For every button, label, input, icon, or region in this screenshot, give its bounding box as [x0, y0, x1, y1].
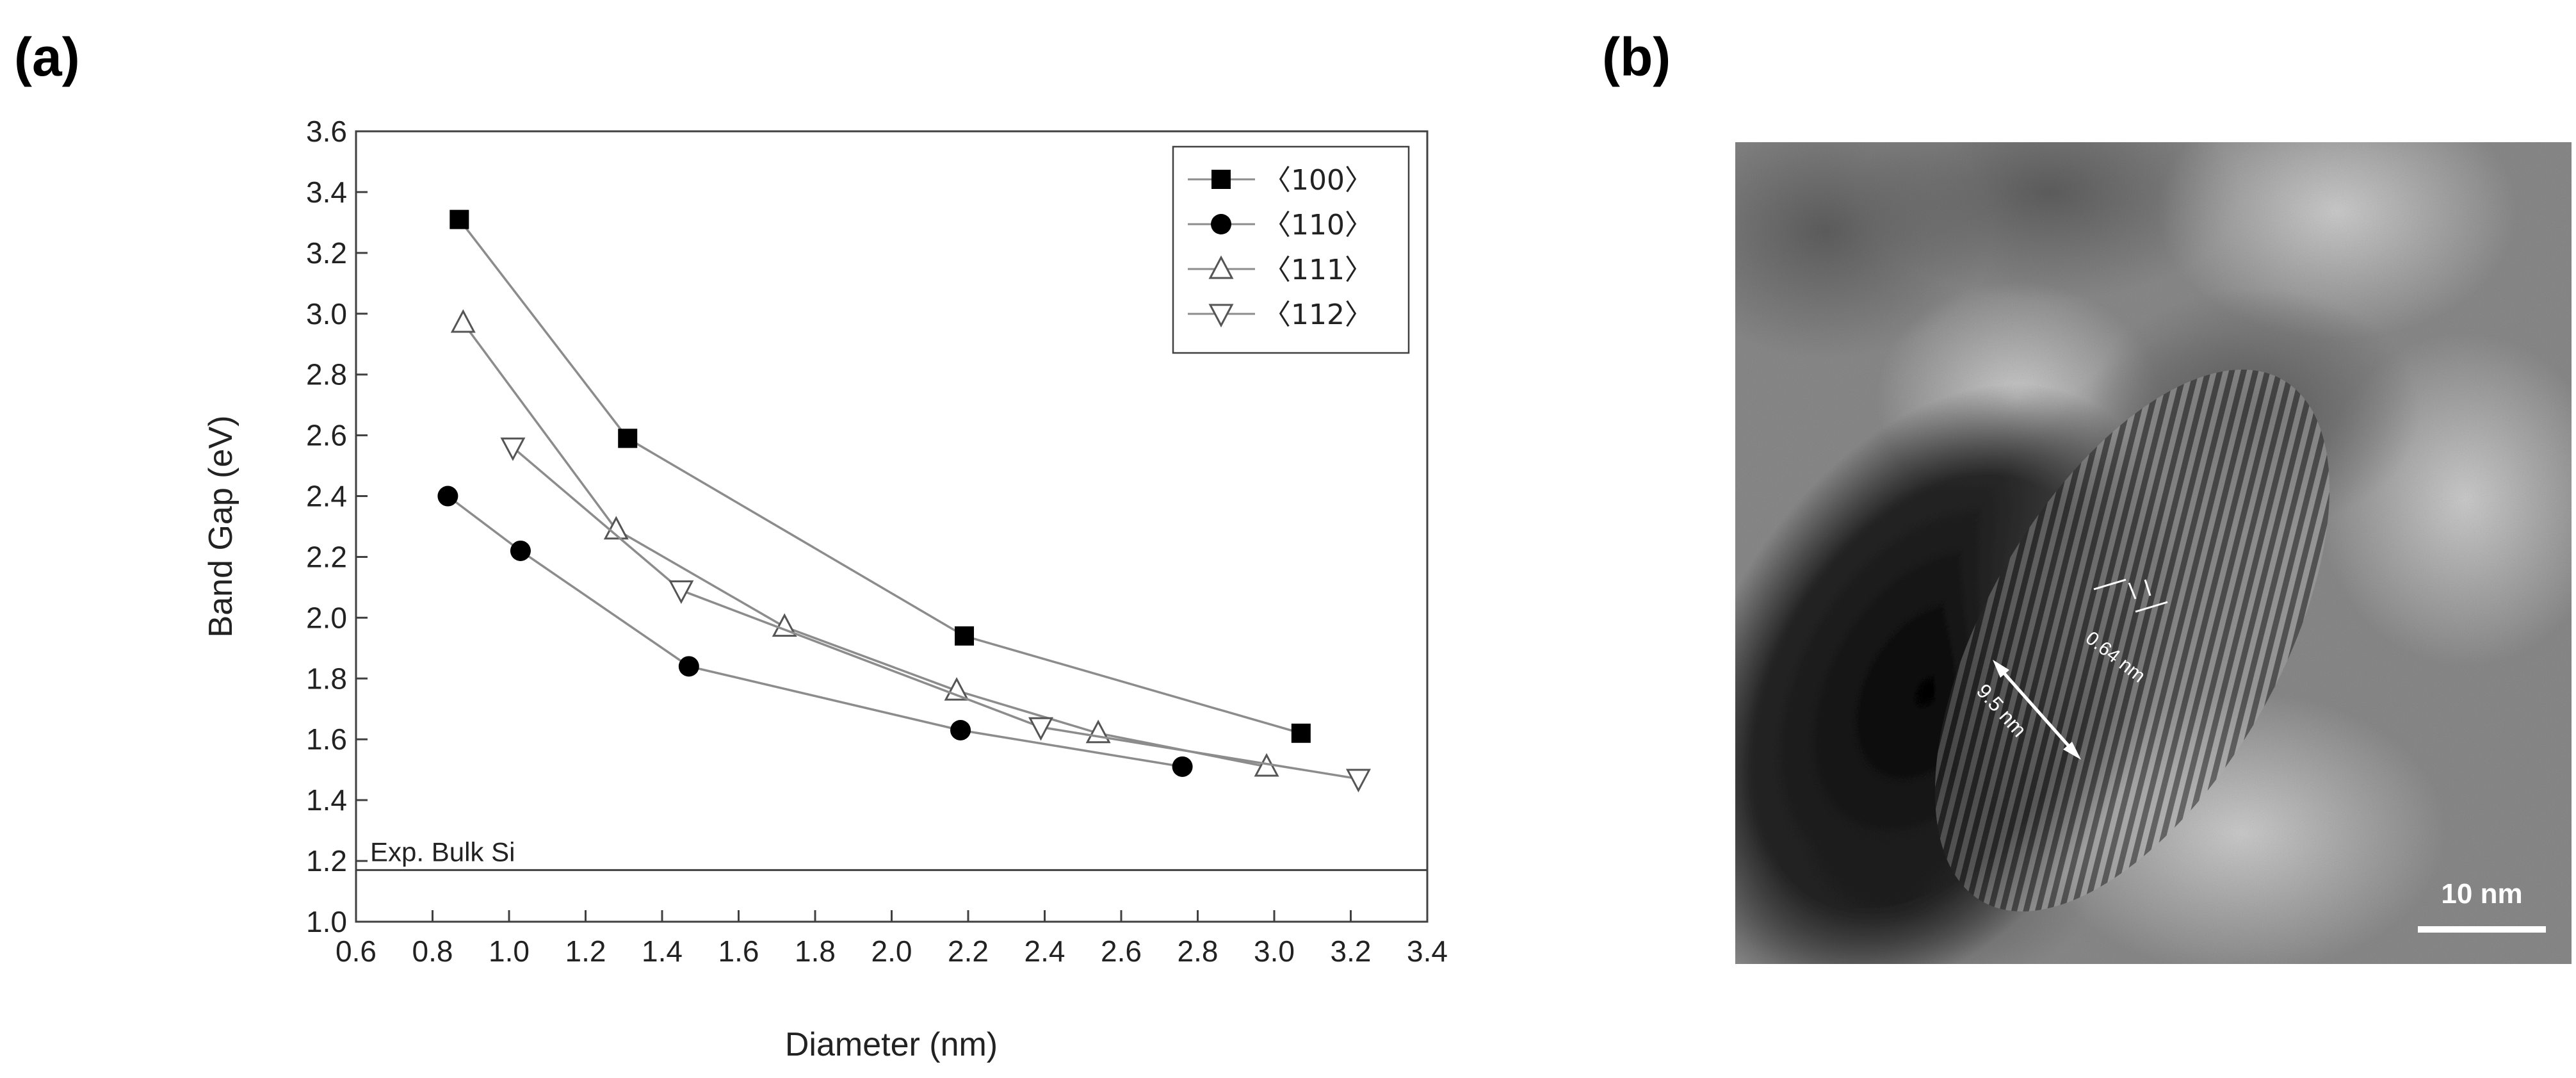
data-point: [944, 677, 969, 701]
legend-marker: [1208, 304, 1234, 328]
y-axis-label: Band Gap (eV): [202, 416, 239, 638]
y-tick-label: 3.2: [306, 236, 347, 270]
x-tick-label: 0.8: [412, 935, 453, 968]
x-tick-label: 0.6: [336, 935, 377, 968]
x-tick-label: 1.2: [565, 935, 606, 968]
legend-label: 〈100〉: [1263, 164, 1373, 197]
data-point: [1028, 717, 1054, 741]
legend-marker: [1211, 214, 1231, 234]
y-tick-label: 3.4: [306, 176, 347, 209]
series-line: [512, 446, 1359, 780]
data-point: [450, 209, 469, 229]
x-tick-label: 1.6: [718, 935, 759, 968]
legend-label: 〈110〉: [1263, 209, 1373, 241]
legend-marker: [1208, 255, 1234, 279]
series-line: [462, 322, 1267, 768]
x-tick-label: 3.4: [1407, 935, 1448, 968]
series-layer: [437, 209, 1371, 793]
y-tick-label: 2.4: [306, 480, 347, 513]
data-point: [437, 486, 458, 507]
data-point: [1172, 756, 1193, 777]
data-point: [618, 429, 638, 448]
y-tick-label: 2.2: [306, 540, 347, 573]
x-tick-label: 1.0: [489, 935, 530, 968]
y-tick-label: 1.0: [306, 905, 347, 938]
series-2: [450, 309, 1279, 777]
x-tick-label: 2.8: [1178, 935, 1219, 968]
scale-bar-line: [2418, 926, 2546, 933]
y-tick-label: 1.8: [306, 662, 347, 695]
scale-bar: 10 nm: [2418, 878, 2546, 933]
panel-b-label: (b): [1602, 27, 1671, 87]
series-1: [437, 486, 1193, 777]
tem-micrograph: 0.64 nm 9.5 nm 10 nm: [1735, 142, 2572, 964]
series-line: [458, 218, 1302, 735]
data-point: [500, 437, 526, 461]
lattice-fringes: [1934, 370, 2330, 911]
x-axis-label: Diameter (nm): [785, 1026, 998, 1063]
reference-lines: Exp. Bulk Si: [356, 837, 1427, 871]
axis-ticks: 0.6 0.8 1.0 1.2 1.4 1.6 1.8 2.0 2.2 2.4 2.6 2.8 3.0 3…: [306, 115, 1448, 968]
x-tick-label: 2.6: [1101, 935, 1142, 968]
data-point: [1291, 723, 1311, 743]
x-tick-label: 1.4: [642, 935, 683, 968]
band-gap-chart: 0.6 0.8 1.0 1.2 1.4 1.6 1.8 2.0 2.2 2.4 2.6 2.8 3.0 3…: [202, 115, 1448, 1063]
x-tick-label: 3.2: [1331, 935, 1372, 968]
data-point: [950, 719, 971, 740]
y-tick-label: 3.6: [306, 115, 347, 148]
x-tick-label: 2.2: [948, 935, 989, 968]
y-tick-label: 2.0: [306, 601, 347, 634]
x-tick-label: 3.0: [1254, 935, 1295, 968]
scale-bar-label: 10 nm: [2441, 878, 2522, 910]
data-point: [603, 516, 629, 540]
data-point: [678, 656, 699, 677]
y-tick-label: 2.8: [306, 358, 347, 391]
data-point: [1345, 769, 1371, 793]
data-point: [450, 309, 476, 333]
y-tick-label: 1.4: [306, 783, 347, 817]
data-point: [668, 580, 694, 604]
x-tick-label: 2.4: [1025, 935, 1065, 968]
legend-label: 〈111〉: [1263, 254, 1373, 286]
panel-a-label: (a): [14, 27, 80, 87]
y-tick-label: 3.0: [306, 297, 347, 331]
data-point: [510, 540, 531, 561]
legend-label: 〈112〉: [1263, 298, 1373, 331]
reference-line-label: Exp. Bulk Si: [370, 837, 515, 867]
legend: 〈100〉〈110〉〈111〉〈112〉: [1172, 145, 1410, 354]
y-tick-label: 1.2: [306, 844, 347, 878]
y-tick-label: 1.6: [306, 723, 347, 756]
data-point: [955, 626, 975, 646]
series-3: [500, 437, 1371, 793]
legend-marker: [1211, 170, 1231, 189]
x-tick-label: 1.8: [795, 935, 836, 968]
x-tick-label: 2.0: [871, 935, 912, 968]
y-tick-label: 2.6: [306, 419, 347, 452]
series-0: [450, 209, 1311, 743]
